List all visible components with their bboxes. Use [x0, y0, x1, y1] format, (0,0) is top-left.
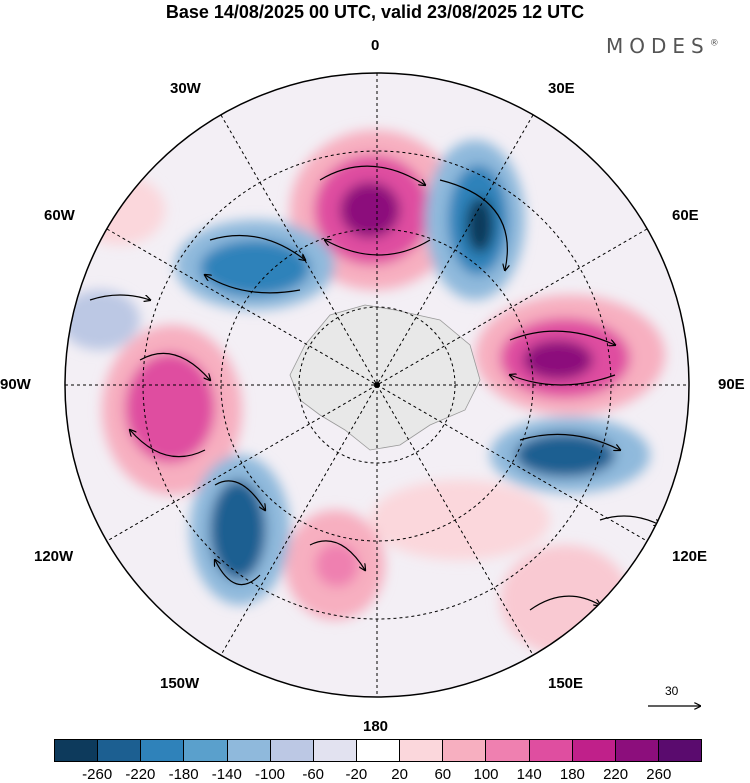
colorbar-tick-label: 180: [559, 766, 585, 783]
lon-label-60w: 60W: [44, 207, 75, 224]
lon-label-150e: 150E: [548, 675, 584, 692]
colorbar-swatch: [443, 740, 487, 761]
map-boundary: [64, 72, 690, 698]
colorbar: [54, 739, 702, 762]
colorbar-tick-label: -100: [254, 766, 286, 783]
lon-label-150w: 150W: [160, 675, 200, 692]
colorbar-swatch: [486, 740, 530, 761]
colorbar-tick-label: -260: [82, 766, 113, 783]
colorbar-swatch: [184, 740, 228, 761]
polar-map: [64, 72, 750, 735]
lon-label-90w: 90W: [0, 376, 31, 393]
south-pole-marker: [374, 382, 380, 388]
colorbar-tick-label: -60: [302, 766, 325, 783]
registered-mark: ®: [709, 38, 719, 49]
colorbar-tick-label: 60: [434, 766, 452, 783]
colorbar-tick-label: -20: [345, 766, 368, 783]
colorbar-tick-label: -220: [125, 766, 156, 783]
colorbar-swatch: [615, 740, 659, 761]
colorbar-tick-label: 100: [473, 766, 499, 783]
colorbar-swatch: [356, 740, 401, 761]
lon-label-180: 180: [363, 718, 389, 735]
lon-label-30e: 30E: [548, 80, 575, 97]
colorbar-tick-label: 220: [603, 766, 629, 783]
colorbar-swatch: [98, 740, 142, 761]
colorbar-tick-label: -180: [168, 766, 199, 783]
colorbar-swatch: [400, 740, 444, 761]
colorbar-swatch: [658, 740, 702, 761]
chart-title: Base 14/08/2025 00 UTC, valid 23/08/2025…: [165, 2, 585, 22]
antarctica-landmass: [289, 304, 481, 451]
colorbar-swatch: [270, 740, 314, 761]
lon-label-0: 0: [371, 37, 380, 54]
modes-logo: MODES®: [606, 34, 719, 58]
vector-scale-label: 30: [665, 684, 679, 698]
lon-label-30w: 30W: [170, 80, 201, 97]
colorbar-tick-label: -140: [211, 766, 242, 783]
colorbar-tick-label: 260: [646, 766, 672, 783]
colorbar-swatch: [55, 740, 99, 761]
colorbar-tick-label: 20: [391, 766, 408, 783]
lon-label-60e: 60E: [672, 207, 699, 224]
colorbar-swatch: [572, 740, 616, 761]
lon-label-90e: 90E: [718, 376, 745, 393]
colorbar-swatch: [529, 740, 573, 761]
colorbar-swatch: [313, 740, 357, 761]
brand-name: MODES: [606, 34, 710, 58]
colorbar-swatch: [227, 740, 271, 761]
colorbar-tick-label: 140: [516, 766, 542, 783]
lon-label-120e: 120E: [672, 548, 708, 565]
lon-label-120w: 120W: [34, 548, 74, 565]
colorbar-swatch: [141, 740, 185, 761]
